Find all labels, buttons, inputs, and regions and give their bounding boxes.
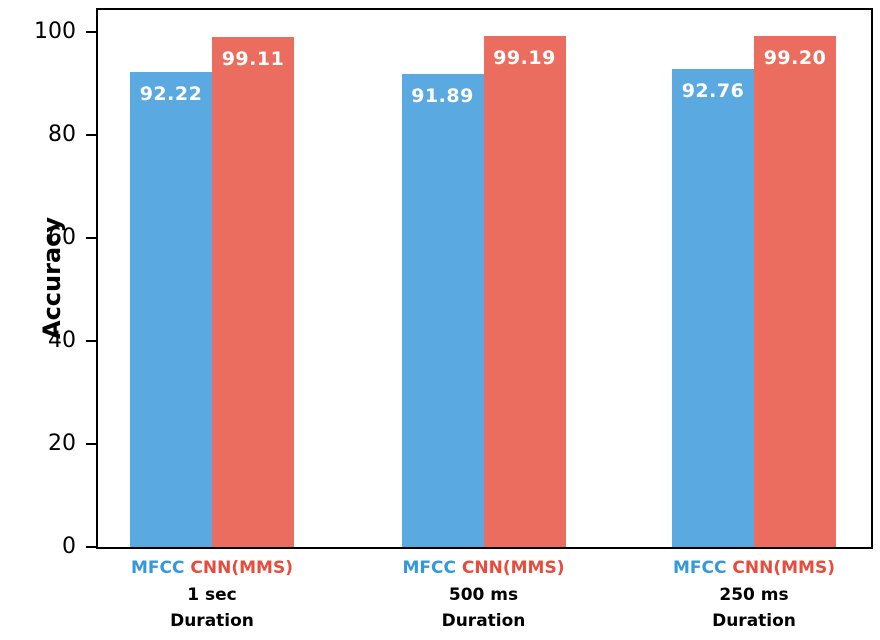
category-label: 500 ms [448,584,519,605]
bar-value-label: 99.11 [221,47,285,70]
x-tick-label-group: MFCC CNN(MMS) 1 sec Duration [82,555,342,635]
category-sublabel: Duration [170,611,254,631]
category-label: 250 ms [719,584,789,605]
y-tick-mark [86,545,96,549]
bar-mfcc: 92.22 [130,72,212,547]
x-tick-label-group: MFCC CNN(MMS) 250 ms Duration [624,555,880,635]
bar-value-label: 91.89 [411,84,474,107]
series-name-cnn-mms: CNN(MMS) [190,558,293,578]
series-name-mfcc: MFCC [402,558,456,578]
series-name-cnn-mms: CNN(MMS) [461,558,565,578]
bar-cnn-mms: 99.11 [212,36,294,547]
y-tick-mark [86,339,96,343]
series-name-mfcc: MFCC [673,558,727,578]
category-sublabel: Duration [441,611,526,631]
series-name-mfcc: MFCC [131,558,185,578]
y-tick-label: 80 [48,122,76,148]
x-tick-label-group: MFCC CNN(MMS) 500 ms Duration [354,555,614,635]
bar-value-label: 99.20 [763,47,827,70]
y-tick-label: 20 [48,431,76,457]
y-tick-mark [86,442,96,446]
bar-cnn-mms: 99.20 [754,36,836,547]
y-tick-label: 100 [34,19,76,45]
series-name-cnn-mms: CNN(MMS) [732,558,835,578]
bar-value-label: 92.22 [139,83,203,106]
bar-cnn-mms: 99.19 [483,36,566,547]
bar-value-label: 92.76 [681,80,745,103]
bar-value-label: 99.19 [493,47,556,70]
plot-area: 0 20 40 60 80 100 92.22 91.89 92.76 99.11 99.19 99… [34,8,873,559]
category-label: 1 sec [187,584,237,605]
y-tick-mark [86,30,96,34]
y-tick-label: 60 [48,225,76,251]
y-tick-mark [86,236,96,240]
y-tick-label: 40 [48,328,76,354]
series-names-line: MFCC CNN(MMS) [624,555,880,582]
bar-mfcc: 92.76 [672,69,754,547]
category-sublabel: Duration [712,611,796,631]
series-names-line: MFCC CNN(MMS) [82,555,342,582]
y-tick-mark [86,133,96,137]
y-tick-label: 0 [62,534,76,559]
bar-mfcc: 91.89 [401,73,484,547]
series-names-line: MFCC CNN(MMS) [354,555,614,582]
